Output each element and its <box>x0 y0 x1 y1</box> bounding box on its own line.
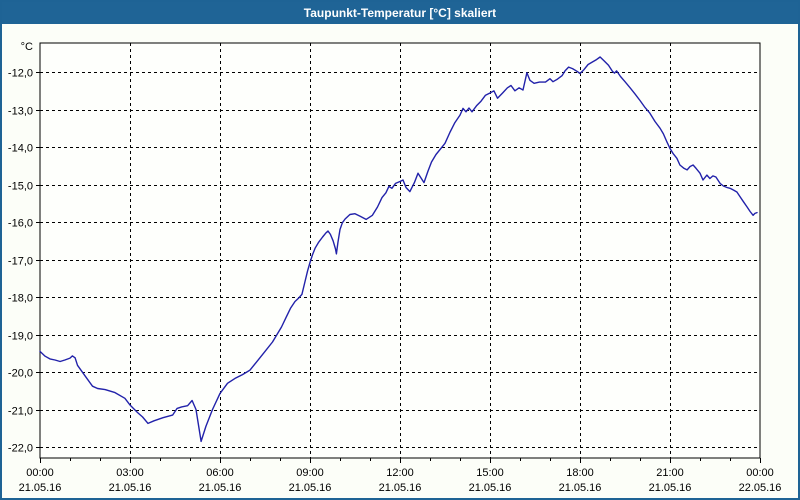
x-axis-date-label: 21.05.16 <box>109 482 152 494</box>
chart-area: -12,0 -13,0 -14,0 -15,0 -16,0 -17,0 -18,0 -19,0… <box>2 24 798 498</box>
x-axis-date-label: 21.05.16 <box>19 482 62 494</box>
x-axis-date-label: 21.05.16 <box>649 482 692 494</box>
x-axis-date-label: 21.05.16 <box>289 482 332 494</box>
x-axis-date-label: 21.05.16 <box>559 482 602 494</box>
plot-background <box>39 42 761 459</box>
x-axis-time-label: 21:00 <box>656 467 684 479</box>
y-axis-unit-label: °C <box>21 41 33 53</box>
x-axis-date-label: 21.05.16 <box>199 482 242 494</box>
window-title: Taupunkt-Temperatur [°C] skaliert <box>303 6 497 20</box>
y-axis-tick-label: -19,0 <box>8 331 33 343</box>
x-axis-time-label: 03:00 <box>116 467 144 479</box>
y-axis-tick-label: -20,0 <box>8 368 33 380</box>
y-axis-tick-label: -12,0 <box>8 68 33 80</box>
title-bar: Taupunkt-Temperatur [°C] skaliert <box>2 2 798 24</box>
x-axis-date-label: 22.05.16 <box>739 482 782 494</box>
x-axis-date-label: 21.05.16 <box>379 482 422 494</box>
chart-canvas: -12,0 -13,0 -14,0 -15,0 -16,0 -17,0 -18,0 -19,0… <box>8 41 782 494</box>
y-axis-tick-label: -21,0 <box>8 406 33 418</box>
x-axis-time-label: 06:00 <box>206 467 234 479</box>
y-axis-tick-label: -16,0 <box>8 218 33 230</box>
x-axis-time-label: 09:00 <box>296 467 324 479</box>
x-axis-time-label: 00:00 <box>746 467 774 479</box>
x-axis-time-label: 18:00 <box>566 467 594 479</box>
y-axis-tick-label: -15,0 <box>8 181 33 193</box>
temperature-line <box>39 56 758 443</box>
y-axis-tick-label: -18,0 <box>8 293 33 305</box>
x-axis-time-label: 15:00 <box>476 467 504 479</box>
x-axis-time-label: 00:00 <box>26 467 54 479</box>
y-axis-tick-label: -22,0 <box>8 443 33 455</box>
y-axis-tick-label: -14,0 <box>8 143 33 155</box>
x-axis-time-label: 12:00 <box>386 467 414 479</box>
y-axis-tick-label: -13,0 <box>8 106 33 118</box>
x-axis-date-label: 21.05.16 <box>469 482 512 494</box>
y-axis-tick-label: -17,0 <box>8 256 33 268</box>
